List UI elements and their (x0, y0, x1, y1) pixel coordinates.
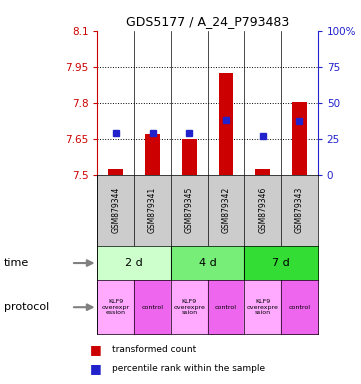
Bar (145, 134, 160, 175)
Text: KLF9
overexpre
ssion: KLF9 overexpre ssion (173, 299, 205, 316)
Bar (255, 169, 270, 175)
Text: ■: ■ (90, 362, 102, 375)
Bar (218, 73, 233, 175)
Text: control: control (288, 305, 310, 310)
Text: 2 d: 2 d (125, 258, 143, 268)
Text: GSM879342: GSM879342 (221, 187, 230, 233)
Text: GSM879345: GSM879345 (185, 187, 194, 233)
Text: 4 d: 4 d (199, 258, 217, 268)
Text: GSM879341: GSM879341 (148, 187, 157, 233)
Text: percentile rank within the sample: percentile rank within the sample (112, 364, 265, 373)
Text: protocol: protocol (4, 302, 49, 312)
Text: control: control (142, 305, 164, 310)
Text: KLF9
overexpre
ssion: KLF9 overexpre ssion (247, 299, 279, 316)
Text: transformed count: transformed count (112, 345, 196, 354)
Text: 7 d: 7 d (272, 258, 290, 268)
Bar (292, 101, 307, 175)
Text: control: control (215, 305, 237, 310)
Text: GSM879346: GSM879346 (258, 187, 267, 233)
Title: GDS5177 / A_24_P793483: GDS5177 / A_24_P793483 (126, 15, 289, 28)
Text: GSM879343: GSM879343 (295, 187, 304, 233)
Bar (109, 169, 123, 175)
Text: ■: ■ (90, 343, 102, 356)
Text: GSM879344: GSM879344 (111, 187, 120, 233)
Text: time: time (4, 258, 29, 268)
Bar (182, 139, 196, 175)
Text: KLF9
overexpr
ession: KLF9 overexpr ession (102, 299, 130, 316)
